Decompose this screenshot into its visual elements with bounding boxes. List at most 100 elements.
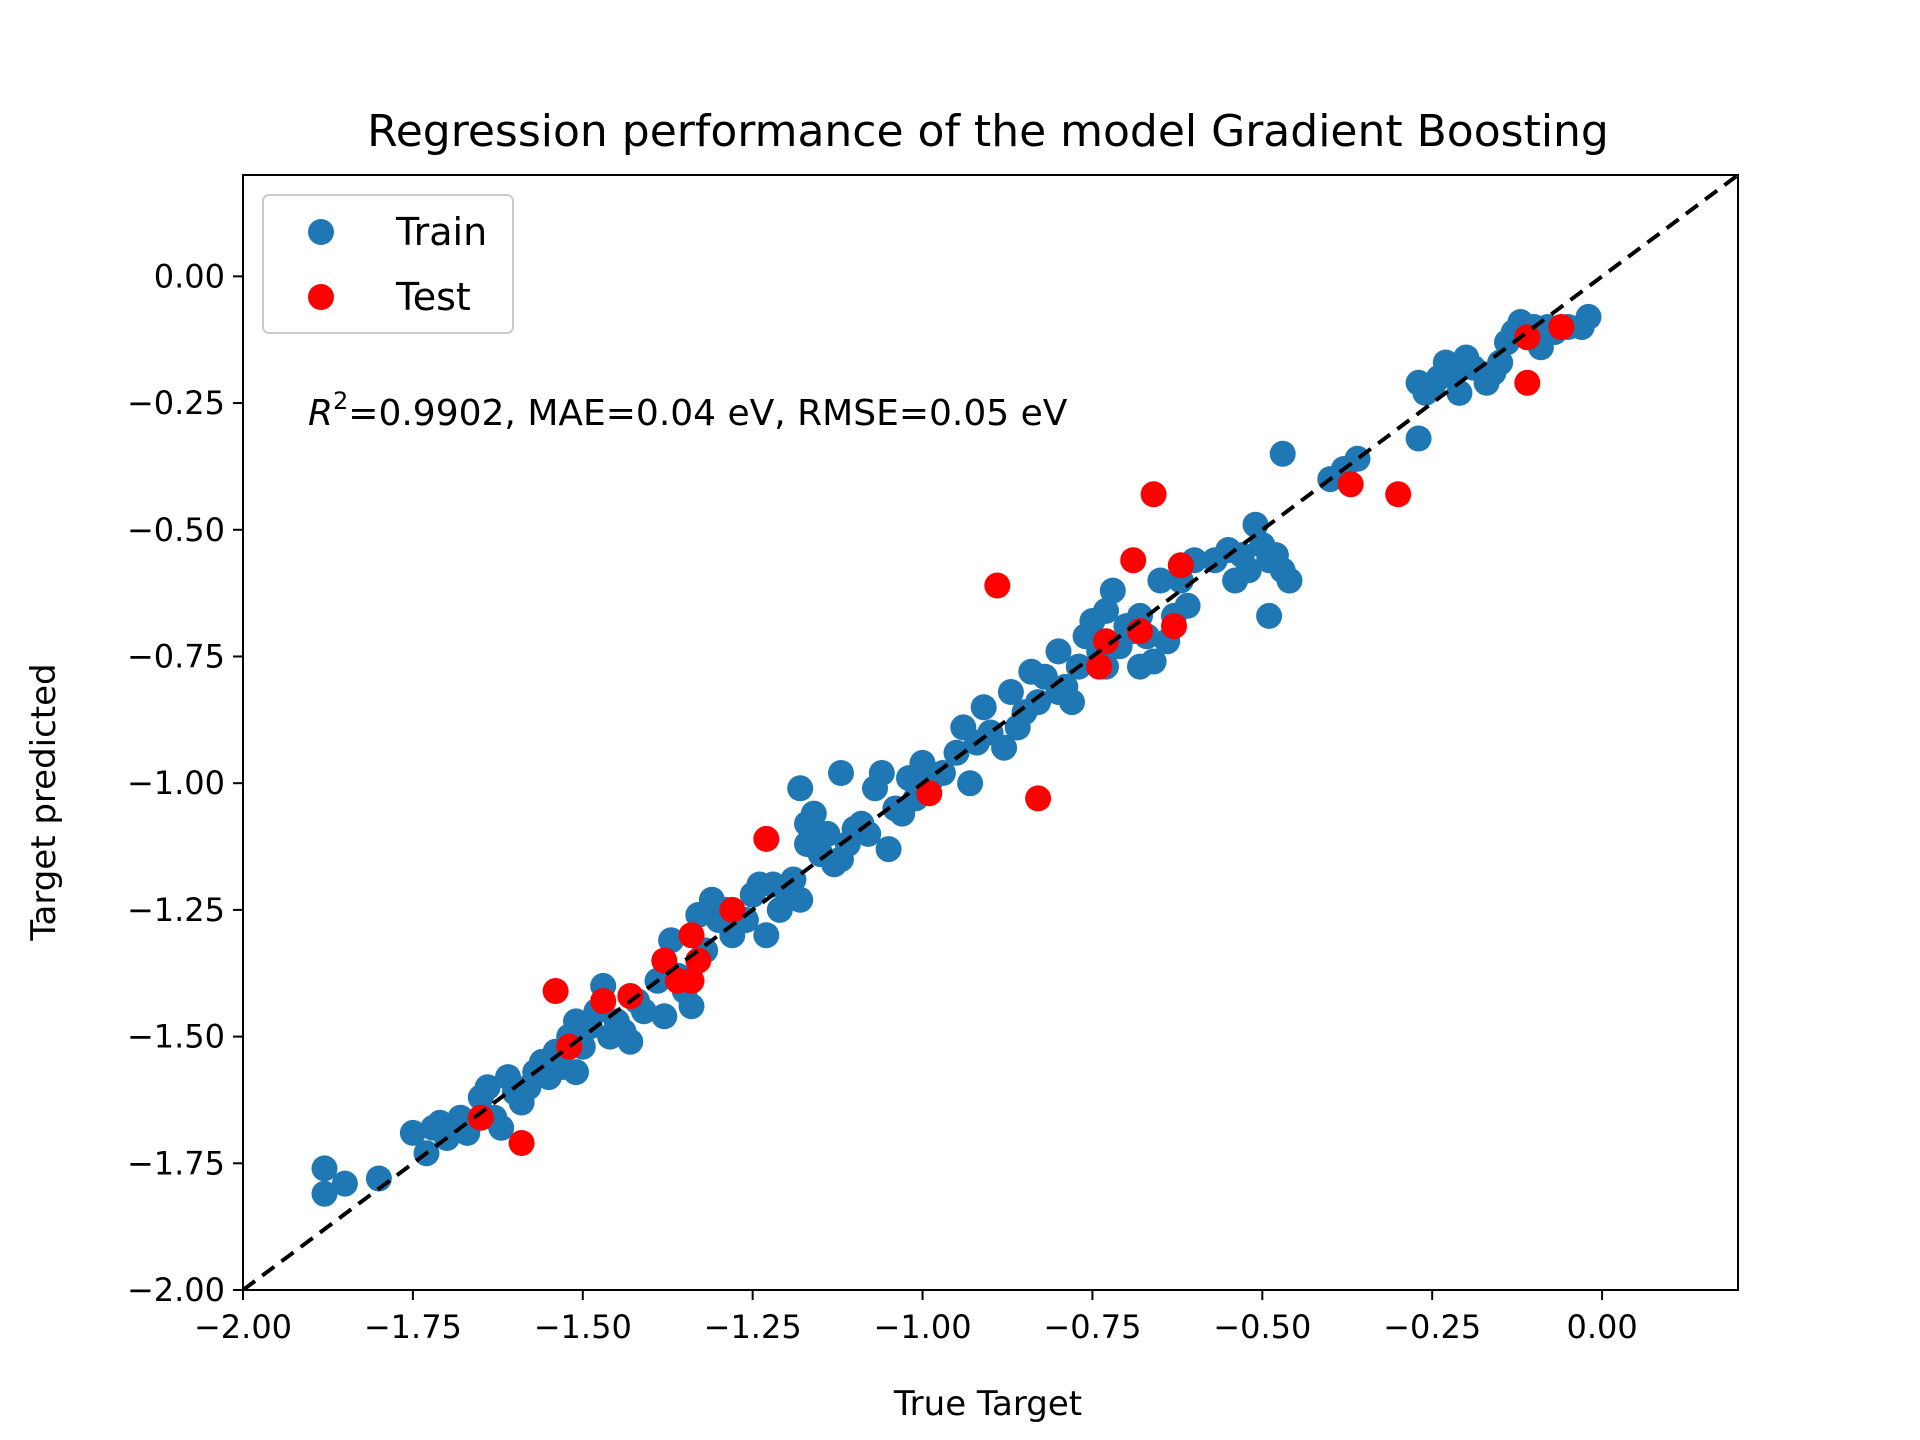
test-point-11 [719, 896, 746, 923]
y-tick-label-3: −1.25 [127, 891, 225, 929]
train-point-58 [787, 886, 814, 913]
test-point-10 [685, 947, 712, 974]
train-point-1 [311, 1180, 338, 1207]
y-tick-label-4: −1.00 [127, 764, 225, 802]
train-point-53 [753, 922, 780, 949]
train-point-103 [1093, 597, 1119, 624]
test-point-17 [1093, 628, 1119, 655]
train-point-112 [1140, 648, 1167, 675]
axes-frame [242, 174, 1739, 1291]
train-point-124 [1242, 511, 1269, 538]
test-point-13 [916, 780, 943, 807]
x-axis-label: True Target [893, 1384, 1082, 1424]
train-point-81 [929, 760, 956, 786]
stats-annotation: R2=0.9902, MAE=0.04 eV, RMSE=0.05 eV [308, 387, 1068, 434]
y-tick-label-6: −0.50 [127, 511, 225, 549]
x-tick-label-6: −0.50 [1213, 1308, 1311, 1346]
y-tick-label-7: −0.25 [127, 384, 225, 422]
test-point-14 [984, 572, 1011, 599]
train-point-79 [909, 749, 936, 776]
train-point-59 [787, 775, 814, 802]
train-point-88 [991, 734, 1018, 761]
train-point-84 [957, 770, 984, 797]
test-point-23 [1337, 471, 1364, 498]
legend-test-marker [308, 284, 334, 310]
test-point-1 [508, 1130, 535, 1156]
y-tick-label-0: −2.00 [127, 1271, 225, 1309]
train-point-2 [331, 1170, 358, 1197]
test-point-25 [1514, 369, 1541, 396]
legend: Train Test [262, 194, 514, 334]
test-point-4 [590, 988, 617, 1015]
x-tick-label-2: −1.50 [534, 1308, 632, 1346]
y-tick-label-2: −1.50 [127, 1018, 225, 1056]
train-point-13 [474, 1074, 501, 1101]
train-point-95 [1045, 638, 1072, 665]
test-point-2 [542, 978, 569, 1004]
x-tick-label-1: −1.75 [364, 1308, 462, 1346]
train-point-113 [1147, 567, 1174, 594]
test-point-16 [1086, 653, 1113, 680]
train-point-62 [800, 800, 827, 827]
train-point-117 [1174, 592, 1201, 619]
test-point-18 [1120, 547, 1147, 574]
train-point-126 [1256, 602, 1283, 629]
train-point-131 [1276, 567, 1303, 594]
train-point-86 [970, 694, 997, 721]
train-point-39 [651, 1003, 678, 1030]
test-point-12 [753, 825, 780, 852]
train-point-40 [658, 927, 685, 954]
test-point-6 [651, 947, 678, 974]
train-point-123 [1235, 557, 1262, 584]
train-point-73 [868, 760, 895, 786]
test-point-5 [617, 983, 644, 1009]
train-point-74 [875, 836, 902, 863]
test-point-9 [678, 922, 705, 949]
legend-test-label: Test [395, 275, 471, 319]
x-tick-label-0: −2.00 [194, 1308, 292, 1346]
train-point-67 [828, 760, 854, 786]
x-tick-label-8: 0.00 [1566, 1308, 1637, 1346]
test-point-26 [1514, 324, 1541, 351]
y-tick-label-8: 0.00 [154, 257, 225, 295]
stats-text: =0.9902, MAE=0.04 eV, RMSE=0.05 eV [348, 393, 1067, 434]
x-tick-label-3: −1.25 [704, 1308, 802, 1346]
x-tick-label-7: −0.25 [1383, 1308, 1481, 1346]
y-tick-label-1: −1.75 [127, 1144, 225, 1182]
r2-symbol: R [308, 393, 333, 434]
train-point-130 [1269, 440, 1296, 467]
train-point-55 [766, 896, 793, 923]
y-axis-label: Target predicted [24, 663, 64, 941]
x-tick-label-5: −0.75 [1043, 1308, 1141, 1346]
test-point-21 [1161, 613, 1187, 640]
train-point-4 [399, 1119, 426, 1146]
train-point-35 [617, 1028, 644, 1055]
train-point-93 [1025, 689, 1052, 716]
test-point-24 [1385, 481, 1412, 508]
legend-train-label: Train [395, 210, 487, 254]
train-point-64 [814, 820, 841, 847]
train-point-105 [1099, 577, 1126, 604]
test-point-20 [1140, 481, 1167, 508]
train-point-82 [943, 739, 970, 766]
x-tick-label-4: −1.00 [874, 1308, 972, 1346]
train-point-142 [1446, 379, 1473, 406]
r2-exponent: 2 [333, 387, 348, 415]
chart-title: Regression performance of the model Grad… [367, 106, 1609, 157]
train-point-135 [1405, 425, 1432, 452]
train-point-43 [678, 993, 705, 1020]
test-point-27 [1548, 314, 1575, 340]
train-point-89 [997, 679, 1024, 705]
train-point-15 [488, 1114, 515, 1141]
y-tick-label-5: −0.75 [127, 637, 225, 675]
test-point-0 [467, 1104, 494, 1131]
test-point-8 [678, 967, 705, 994]
train-point-27 [563, 1059, 589, 1086]
train-point-98 [1059, 689, 1085, 716]
svg-text:R2=0.9902, MAE=0.04 eV, RMSE=0: R2=0.9902, MAE=0.04 eV, RMSE=0.05 eV [308, 387, 1068, 434]
series-test [467, 314, 1575, 1156]
train-point-158 [1575, 303, 1602, 330]
train-point-0 [311, 1155, 338, 1182]
test-point-22 [1167, 552, 1194, 579]
